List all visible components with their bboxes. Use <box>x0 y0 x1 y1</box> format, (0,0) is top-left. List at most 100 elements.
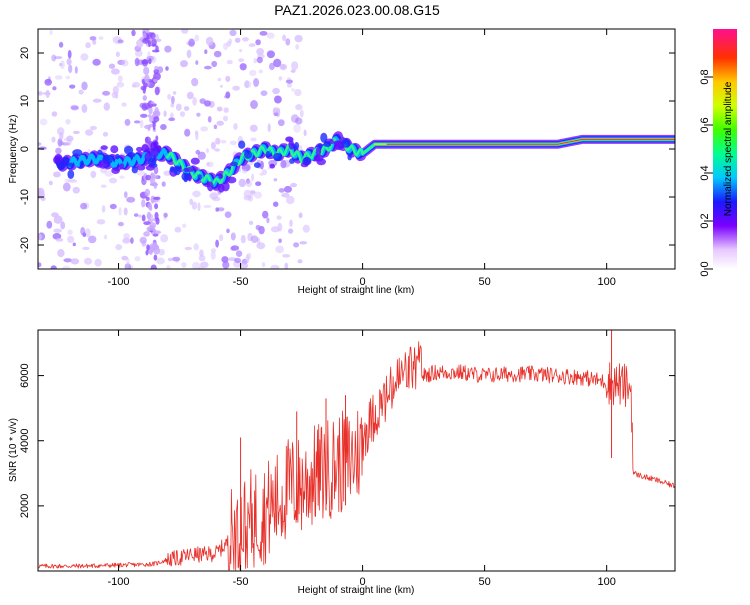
noise-blob <box>139 236 147 244</box>
snr-ytick-label: 6000 <box>19 363 31 387</box>
noise-blob <box>229 140 237 146</box>
noise-blob <box>192 190 201 198</box>
noise-blob <box>163 212 168 218</box>
noise-blob <box>55 238 64 242</box>
noise-blob <box>222 261 230 269</box>
noise-blob <box>249 124 258 132</box>
ridge-blob <box>181 172 190 181</box>
noise-blob <box>81 81 88 91</box>
noise-blob <box>242 37 249 42</box>
noise-blob <box>219 234 224 242</box>
noise-blob <box>151 49 160 53</box>
ridge-blob <box>347 154 352 161</box>
spectrogram-xtick-label: 100 <box>597 276 615 288</box>
noise-blob <box>228 38 233 44</box>
noise-blob <box>38 262 42 268</box>
noise-blob <box>161 181 166 187</box>
noise-blob <box>255 39 261 46</box>
noise-blob <box>142 95 147 101</box>
noise-blob <box>287 82 292 88</box>
noise-blob <box>240 234 246 244</box>
noise-blob <box>281 63 286 69</box>
noise-blob <box>141 214 146 222</box>
noise-blob <box>66 58 72 66</box>
noise-blob <box>140 113 148 118</box>
noise-blob <box>81 104 88 113</box>
noise-blob <box>234 257 242 264</box>
noise-blob <box>303 129 307 137</box>
snr-xtick-label: 0 <box>360 576 366 588</box>
noise-blob <box>117 39 124 44</box>
noise-blob <box>147 202 152 210</box>
noise-blob <box>200 126 209 132</box>
noise-blob <box>151 43 157 47</box>
noise-blob <box>181 262 187 268</box>
noise-blob <box>255 181 262 186</box>
spectrogram-ytick-label: -10 <box>19 189 31 205</box>
noise-blob <box>57 138 63 147</box>
noise-blob <box>65 119 71 125</box>
noise-blob <box>290 69 296 73</box>
spectrogram-xtick-label: -50 <box>233 276 249 288</box>
noise-blob <box>149 32 156 39</box>
noise-blob <box>80 53 89 61</box>
noise-blob <box>245 254 250 264</box>
noise-blob <box>143 231 151 237</box>
noise-blob <box>147 125 151 132</box>
noise-blob <box>39 118 48 126</box>
noise-blob <box>55 147 62 155</box>
noise-blob <box>223 115 228 122</box>
noise-blob <box>51 54 57 62</box>
ridge-blob <box>97 149 103 155</box>
noise-blob <box>47 76 51 83</box>
noise-blob <box>48 180 53 186</box>
noise-blob <box>210 141 216 150</box>
noise-blob <box>138 214 142 218</box>
snr-panel: -100 -50 0 50 100 2000 4000 6000 Height of stra… <box>8 329 676 596</box>
noise-blob <box>82 246 90 251</box>
noise-blob <box>225 91 231 99</box>
noise-blob <box>70 258 80 265</box>
noise-blob <box>238 178 246 188</box>
noise-blob <box>184 128 191 137</box>
noise-blob <box>68 64 73 73</box>
noise-blob <box>277 119 285 127</box>
noise-blob <box>136 170 145 176</box>
noise-blob <box>273 178 278 182</box>
noise-blob <box>298 212 303 219</box>
noise-blob <box>250 100 258 109</box>
snr-xtick-label: 100 <box>597 576 615 588</box>
noise-blob <box>59 62 63 67</box>
noise-blob <box>144 74 150 83</box>
noise-blob <box>171 95 175 104</box>
noise-blob <box>247 232 253 242</box>
noise-blob <box>262 210 269 219</box>
noise-blob <box>123 207 128 216</box>
ridge-blob <box>66 162 74 167</box>
noise-blob <box>58 41 64 48</box>
noise-blob <box>72 130 80 135</box>
noise-blob <box>226 228 230 234</box>
snr-ytick-label: 2000 <box>19 494 31 518</box>
noise-blob <box>302 224 310 233</box>
noise-blob <box>63 137 70 142</box>
colorbar-label: Normalized spectral amplitude <box>723 81 734 216</box>
noise-blob <box>123 233 130 239</box>
ridge-blob <box>136 165 146 171</box>
noise-blob <box>54 75 63 80</box>
noise-blob <box>153 78 158 83</box>
snr-frame <box>37 329 676 572</box>
noise-blob <box>104 234 108 240</box>
noise-blob <box>295 104 303 111</box>
spectrogram-ytick-label: 10 <box>19 95 31 107</box>
noise-blob <box>214 148 221 152</box>
snr-xtick-label: -100 <box>108 576 130 588</box>
noise-blob <box>103 102 111 111</box>
noise-blob <box>60 60 65 70</box>
chart-title: PAZ1.2026.023.00.08.G15 <box>274 2 440 18</box>
noise-blob <box>288 228 294 234</box>
noise-blob <box>216 106 223 112</box>
noise-blob <box>256 242 266 250</box>
noise-blob <box>139 119 144 129</box>
ridge-blob <box>253 162 261 169</box>
